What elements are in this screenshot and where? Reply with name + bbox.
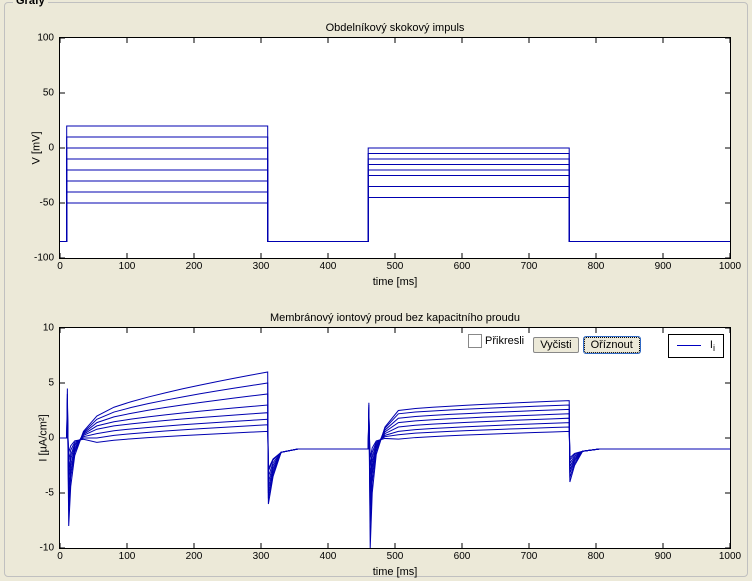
prikresli-checkbox[interactable]: Přikresli: [468, 334, 524, 348]
legend-label: Ii: [710, 339, 715, 351]
xtick: 200: [186, 261, 203, 272]
oriznout-button[interactable]: Oříznout: [584, 337, 640, 353]
plot1-canvas: [60, 38, 730, 258]
plot2-title: Membránový iontový proud bez kapacitního…: [60, 312, 730, 324]
xtick: 100: [119, 551, 136, 562]
xtick: 500: [387, 551, 404, 562]
xtick: 800: [588, 551, 605, 562]
grafy-window: Grafy Obdelníkový skokový impuls V [mV] …: [0, 0, 752, 581]
xtick: 400: [320, 551, 337, 562]
ytick: 10: [43, 323, 54, 334]
xtick: 1000: [719, 261, 741, 272]
ytick: 0: [48, 143, 54, 154]
ytick: -50: [40, 198, 54, 209]
xtick: 200: [186, 551, 203, 562]
plot1-xlabel: time [ms]: [60, 276, 730, 288]
ytick: -10: [40, 543, 54, 554]
xtick: 400: [320, 261, 337, 272]
plot2-legend[interactable]: Ii: [668, 334, 724, 358]
ytick: -5: [45, 488, 54, 499]
plot-voltage-step: Obdelníkový skokový impuls V [mV] time […: [59, 37, 731, 259]
plot1-title: Obdelníkový skokový impuls: [60, 22, 730, 34]
ytick: 0: [48, 433, 54, 444]
xtick: 800: [588, 261, 605, 272]
xtick: 600: [454, 261, 471, 272]
xtick: 600: [454, 551, 471, 562]
xtick: 900: [655, 261, 672, 272]
xtick: 300: [253, 551, 270, 562]
ytick: 5: [48, 378, 54, 389]
xtick: 0: [57, 261, 63, 272]
legend-line-icon: [677, 345, 701, 346]
xtick: 0: [57, 551, 63, 562]
xtick: 900: [655, 551, 672, 562]
plot-membrane-current: Membránový iontový proud bez kapacitního…: [59, 327, 731, 549]
plot2-canvas: [60, 328, 730, 548]
groupbox-label: Grafy: [13, 0, 48, 7]
xtick: 300: [253, 261, 270, 272]
ytick: 50: [43, 88, 54, 99]
plot1-ylabel: V [mV]: [31, 131, 43, 164]
xtick: 700: [521, 261, 538, 272]
checkbox-icon: [468, 334, 482, 348]
grafy-groupbox: Grafy Obdelníkový skokový impuls V [mV] …: [4, 2, 748, 577]
xtick: 500: [387, 261, 404, 272]
plot2-xlabel: time [ms]: [60, 566, 730, 578]
plot2-controls: Přikresli Vyčisti Oříznout: [468, 334, 640, 353]
xtick: 700: [521, 551, 538, 562]
xtick: 100: [119, 261, 136, 272]
vycisti-button[interactable]: Vyčisti: [533, 337, 578, 353]
xtick: 1000: [719, 551, 741, 562]
ytick: -100: [34, 253, 54, 264]
prikresli-label: Přikresli: [485, 335, 524, 347]
ytick: 100: [37, 33, 54, 44]
